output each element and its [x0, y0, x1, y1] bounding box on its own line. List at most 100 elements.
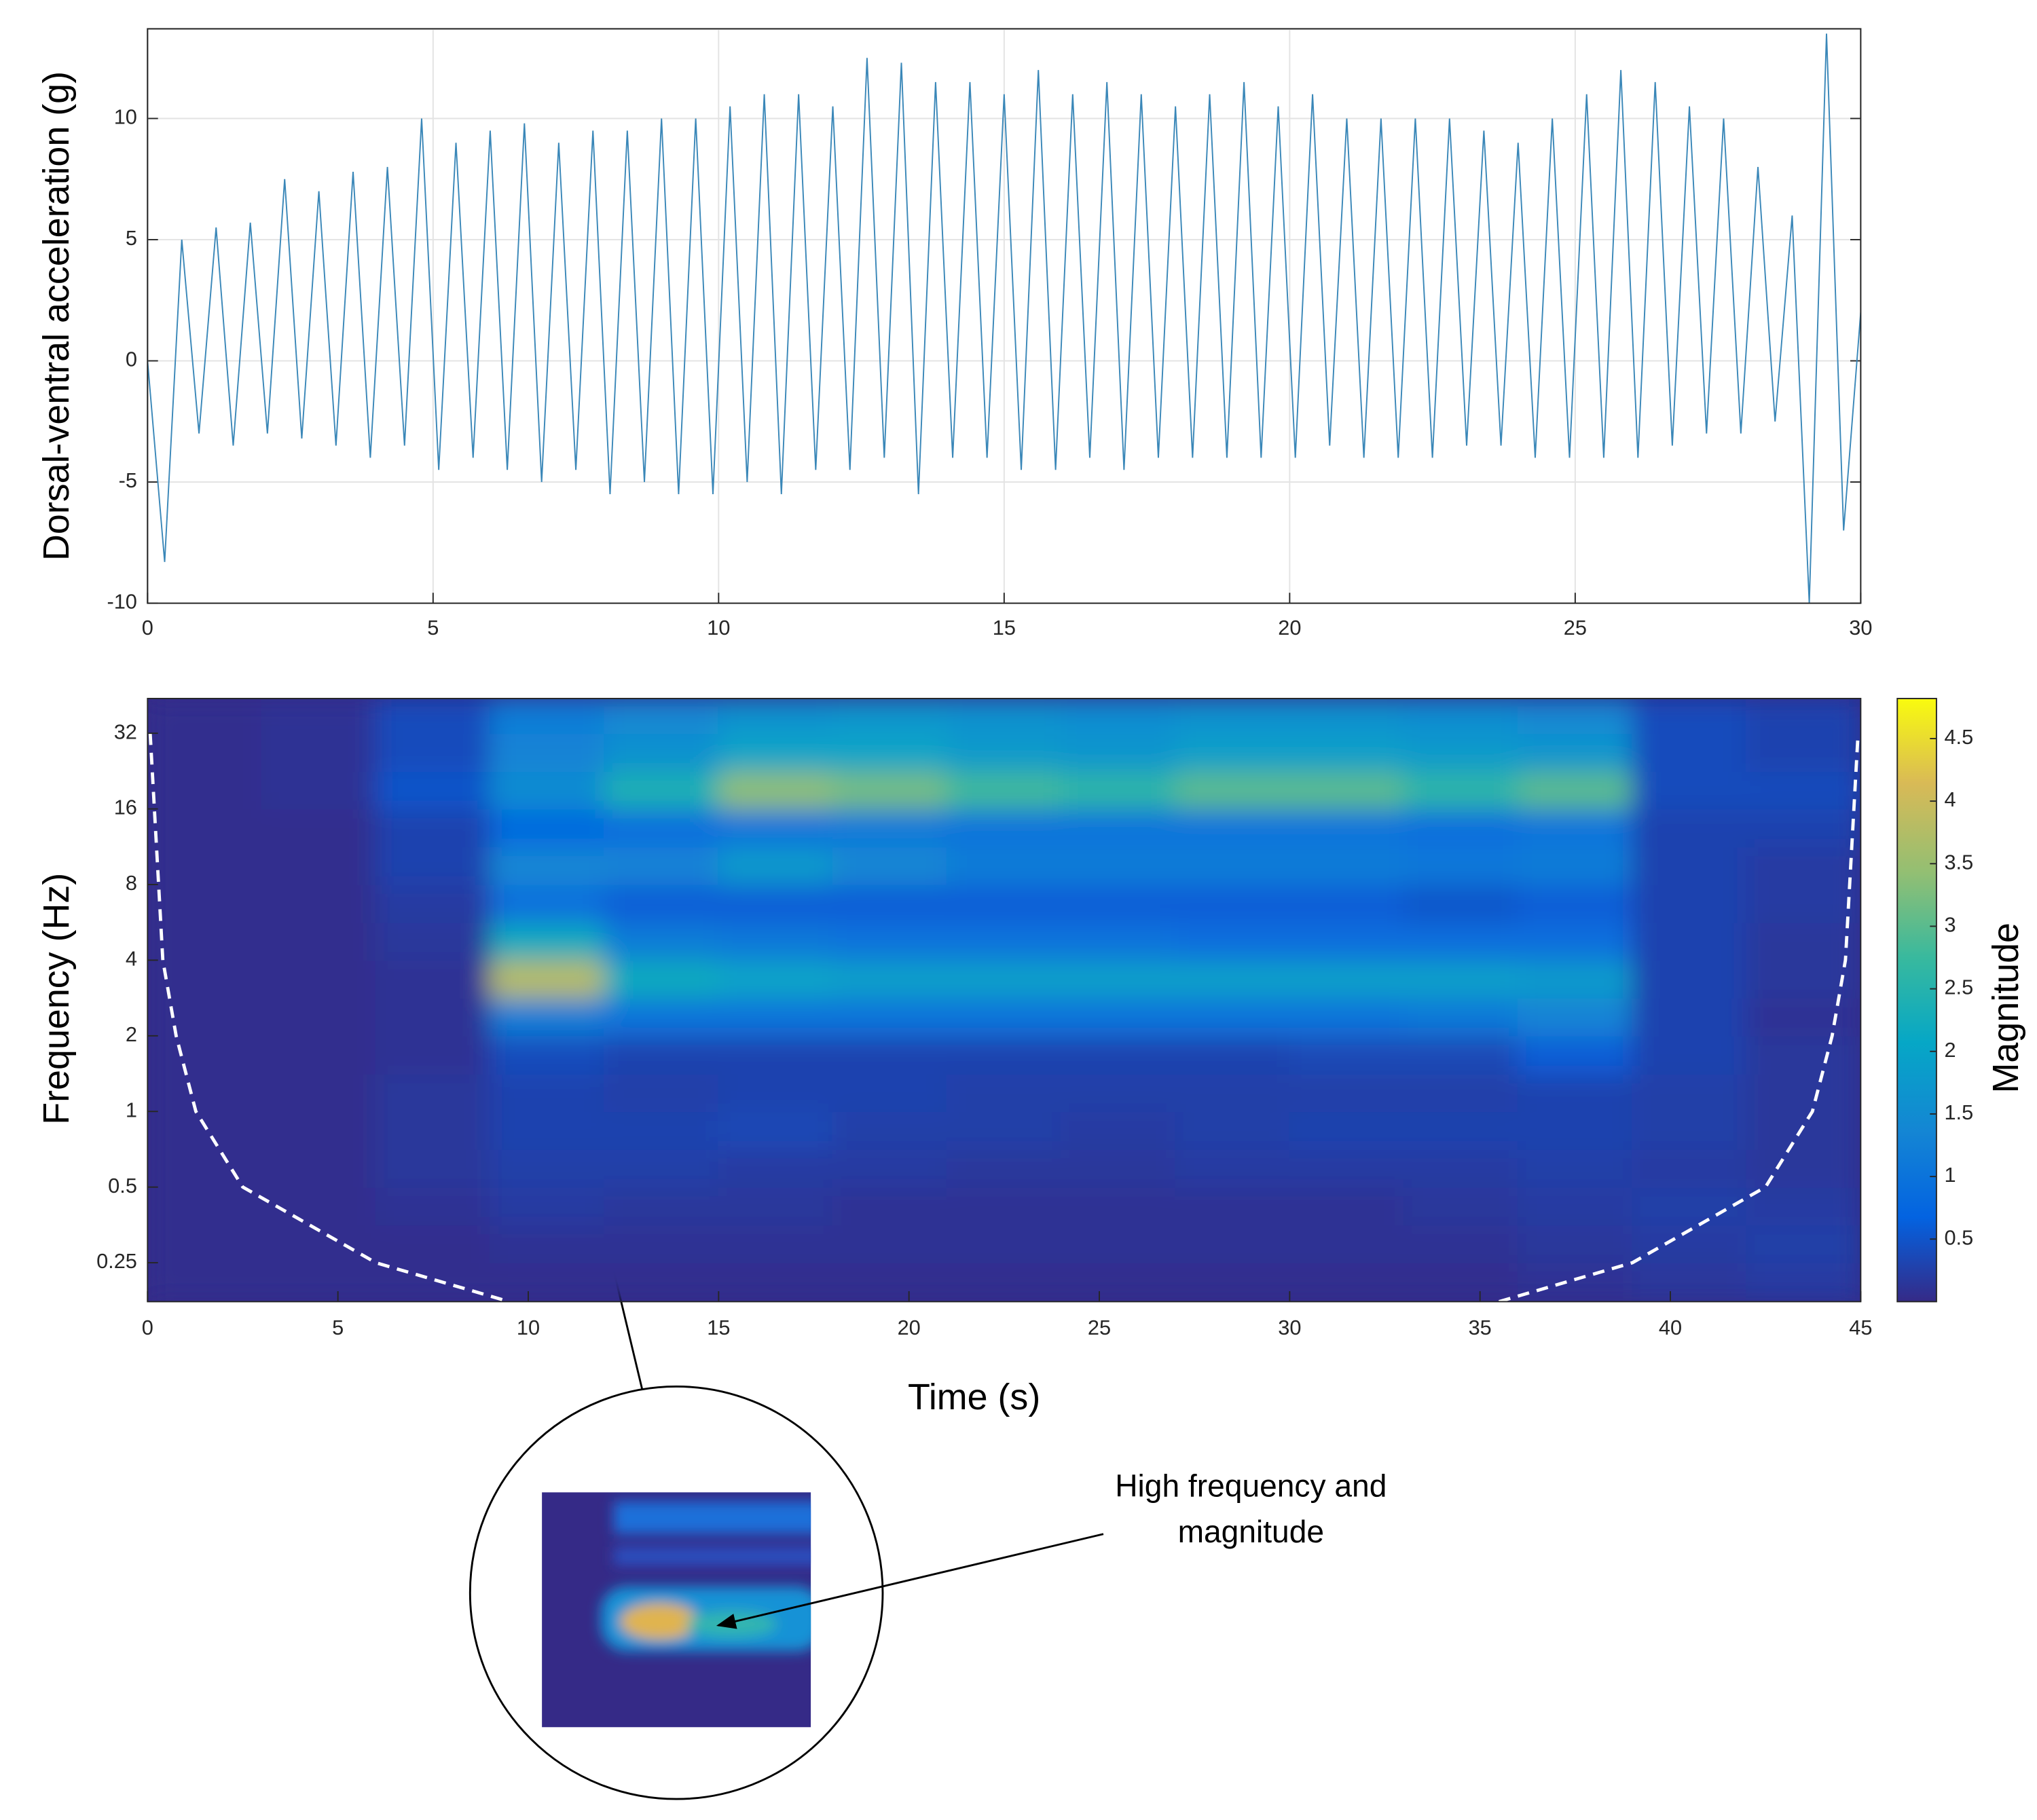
x-tick-label: 45 [1849, 1316, 1872, 1339]
y-tick-label: 8 [126, 871, 137, 895]
heatmap-cell [1632, 770, 1748, 810]
heatmap-cell [1746, 921, 1861, 961]
x-tick-label: 30 [1849, 616, 1872, 639]
heatmap-cell [1060, 921, 1177, 961]
heatmap-cell [832, 1186, 948, 1226]
heatmap-cell [718, 1224, 834, 1264]
heatmap-cell [1403, 997, 1519, 1037]
heatmap-cell [1632, 808, 1748, 848]
x-tick-label: 40 [1659, 1316, 1682, 1339]
heatmap-cell [489, 1262, 606, 1302]
heatmap-cell [1517, 997, 1633, 1037]
x-tick-label: 30 [1278, 1316, 1301, 1339]
x-tick-label: 20 [1278, 616, 1301, 639]
heatmap-cell [1060, 732, 1177, 773]
annotation-arrow [716, 1533, 1104, 1629]
heatmap-cell [261, 884, 377, 923]
heatmap-cell [1060, 997, 1177, 1037]
heatmap-cell [1175, 884, 1291, 923]
heatmap-cell [718, 884, 834, 923]
x-tick-label: 15 [993, 616, 1016, 639]
heatmap-cell [1517, 1111, 1633, 1150]
heatmap-cell [1175, 1149, 1291, 1188]
heatmap-cell [1632, 921, 1748, 961]
heatmap-cell [1060, 1111, 1177, 1150]
heatmap-cell [1060, 770, 1177, 810]
heatmap-cell [718, 846, 834, 885]
heatmap-cell [1060, 1262, 1177, 1302]
heatmap-cell [718, 959, 834, 999]
heatmap-cell [1060, 846, 1177, 885]
colorbar-tick-label: 0.5 [1944, 1225, 1973, 1249]
heatmap-cell [489, 808, 606, 848]
x-tick-label: 10 [707, 616, 730, 639]
heatmap-cell [1403, 959, 1519, 999]
x-tick-label: 0 [142, 1316, 153, 1339]
heatmap-cell [1403, 1262, 1519, 1302]
heatmap-cell [147, 1186, 263, 1226]
heatmap-cell [1060, 1186, 1177, 1226]
heatmap-cell [261, 997, 377, 1037]
heatmap-cell [1403, 884, 1519, 923]
heatmap-cell [1175, 770, 1291, 810]
heatmap-cell [604, 846, 720, 885]
heatmap-cell [832, 1035, 948, 1075]
heatmap-cell [1403, 921, 1519, 961]
heatmap-cell [718, 732, 834, 773]
colorbar-tick-label: 1.5 [1944, 1100, 1973, 1124]
heatmap-cell [147, 1224, 263, 1264]
heatmap [147, 698, 1861, 1302]
heatmap-cell [832, 1073, 948, 1113]
heatmap-cell [946, 732, 1062, 773]
heatmap-cell [375, 846, 491, 885]
y-tick-label: 0.5 [108, 1174, 137, 1197]
heatmap-cell [832, 997, 948, 1037]
heatmap-cell [1632, 1262, 1748, 1302]
heatmap-cell [1746, 997, 1861, 1037]
heatmap-cell [718, 997, 834, 1037]
heatmap-cell [1517, 884, 1633, 923]
heatmap-cell [1746, 846, 1861, 885]
heatmap-cell [261, 732, 377, 773]
heatmap-cell [147, 1262, 263, 1302]
heatmap-cell [946, 1262, 1062, 1302]
colorbar-tick-label: 4 [1944, 787, 1956, 811]
heatmap-cell [604, 1073, 720, 1113]
heatmap-cell [1403, 1186, 1519, 1226]
heatmap-cell [1060, 1149, 1177, 1188]
heatmap-cell [147, 770, 263, 810]
heatmap-cell [832, 921, 948, 961]
heatmap-cell [1517, 1073, 1633, 1113]
heatmap-cell [604, 1186, 720, 1226]
heatmap-cell [604, 732, 720, 773]
x-axis-label: Time (s) [908, 1377, 1040, 1417]
annotation: High frequency and [1115, 1468, 1387, 1504]
heatmap-cell [1060, 959, 1177, 999]
heatmap-cell [261, 1111, 377, 1150]
heatmap-cell [1403, 808, 1519, 848]
heatmap-cell [718, 1073, 834, 1113]
heatmap-cell [1175, 698, 1291, 735]
heatmap-cell [375, 921, 491, 961]
heatmap-cell [1632, 1035, 1748, 1075]
heatmap-cell [1403, 1149, 1519, 1188]
heatmap-cell [1632, 1073, 1748, 1113]
y-tick-label: -5 [119, 468, 137, 492]
heatmap-cell [832, 732, 948, 773]
x-tick-label: 5 [332, 1316, 344, 1339]
heatmap-cell [489, 770, 606, 810]
heatmap-cell [1746, 698, 1861, 735]
heatmap-cell [1175, 1262, 1291, 1302]
y-tick-label: 16 [114, 796, 137, 819]
x-tick-label: 10 [517, 1316, 540, 1339]
heatmap-cell [1289, 921, 1405, 961]
axes-frame [147, 698, 1862, 1303]
heatmap-cell [604, 1224, 720, 1264]
heatmap-cell [1060, 884, 1177, 923]
heatmap-cell [147, 884, 263, 923]
heatmap-cell [946, 997, 1062, 1037]
colorbar-tick-label: 4.5 [1944, 725, 1973, 749]
heatmap-cell [147, 846, 263, 885]
heatmap-cell [1289, 1035, 1405, 1075]
